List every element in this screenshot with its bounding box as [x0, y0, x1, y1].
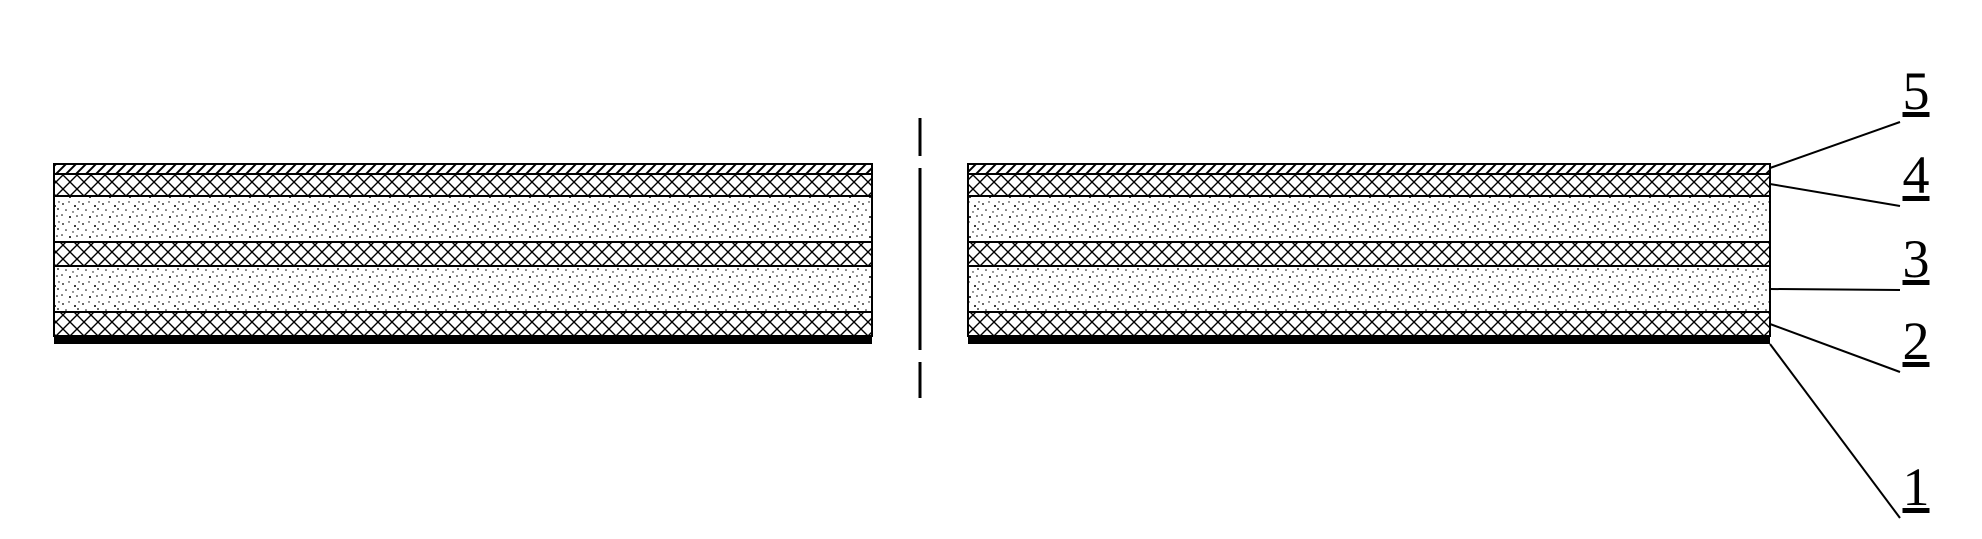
layer-4-mesh-upper-left — [54, 172, 872, 196]
layer-3-speckle-a-right — [968, 266, 1770, 312]
layer-4-mesh-upper-right — [968, 172, 1770, 196]
leader-5 — [1770, 122, 1900, 168]
diagram-root: 1 2 3 4 5 — [0, 0, 1982, 539]
layer-5-top-cap-left — [54, 164, 872, 174]
callout-label-3: 3 — [1884, 228, 1948, 290]
layer-mesh-mid-left — [54, 242, 872, 266]
diagram-svg — [0, 0, 1982, 539]
leader-1 — [1770, 344, 1900, 518]
layer-3-speckle-a-left — [54, 266, 872, 312]
leader-2 — [1770, 324, 1900, 372]
leader-3 — [1770, 289, 1900, 290]
callout-label-5: 5 — [1884, 60, 1948, 122]
callout-label-4: 4 — [1884, 144, 1948, 206]
layer-speckle-b-right — [968, 196, 1770, 242]
layer-speckle-b-left — [54, 196, 872, 242]
layer-2-mesh-lower-right — [968, 312, 1770, 336]
leader-4 — [1770, 184, 1900, 206]
layer-1-bottom-cap-left — [54, 336, 872, 344]
layer-2-mesh-lower-left — [54, 312, 872, 336]
layer-5-top-cap-right — [968, 164, 1770, 174]
callout-label-2: 2 — [1884, 310, 1948, 372]
layer-1-bottom-cap-right — [968, 336, 1770, 344]
layer-mesh-mid-right — [968, 242, 1770, 266]
callout-label-1: 1 — [1884, 456, 1948, 518]
